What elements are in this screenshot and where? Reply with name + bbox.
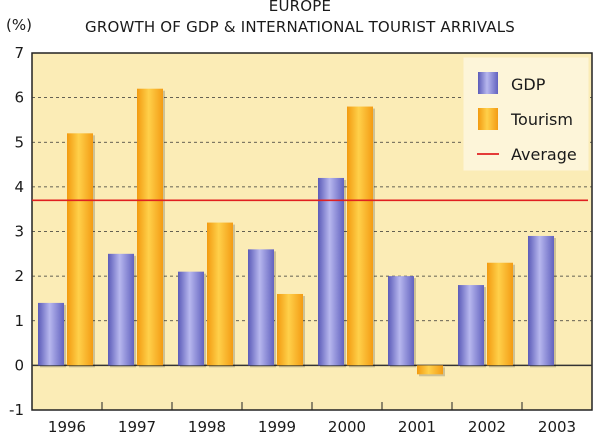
y-tick-label: 1 xyxy=(14,312,24,330)
legend-gdp-label: GDP xyxy=(511,75,546,94)
x-tick-label-2000: 2000 xyxy=(328,418,366,434)
y-tick-label: 0 xyxy=(14,356,24,374)
tourism-bar-2002 xyxy=(487,262,513,366)
tourism-bar-1999 xyxy=(277,293,303,366)
y-tick-label: 5 xyxy=(14,133,24,151)
gdp-bar-2003 xyxy=(528,235,554,366)
gdp-bar-2001 xyxy=(388,276,414,366)
legend-average-label: Average xyxy=(511,145,577,164)
y-tick-labels: -1 0 1 2 3 4 5 6 7 xyxy=(9,44,24,419)
y-tick-label: -1 xyxy=(9,401,24,419)
legend-gdp-swatch xyxy=(478,72,498,94)
x-tick-label-1997: 1997 xyxy=(118,418,156,434)
legend-tourism-label: Tourism xyxy=(510,110,573,129)
chart-subtitle: GROWTH OF GDP & INTERNATIONAL TOURIST AR… xyxy=(85,18,515,36)
legend-tourism-swatch xyxy=(478,108,498,130)
y-tick-label: 4 xyxy=(14,178,24,196)
x-tick-label-2003: 2003 xyxy=(538,418,576,434)
gdp-bar-1997 xyxy=(108,253,134,366)
tourism-bar-2001 xyxy=(417,365,443,375)
tourism-bar-2000 xyxy=(347,106,373,366)
tourism-bar-1997 xyxy=(137,88,163,366)
y-tick-label: 2 xyxy=(14,267,24,285)
bars xyxy=(32,88,588,377)
x-tick-label-1996: 1996 xyxy=(48,418,86,434)
gdp-bar-1996 xyxy=(38,302,64,366)
y-tick-label: 3 xyxy=(14,223,24,241)
tourism-bar-1996 xyxy=(67,133,93,366)
gdp-bar-2000 xyxy=(318,177,344,366)
gdp-bar-2002 xyxy=(458,285,484,366)
x-tick-label-1998: 1998 xyxy=(188,418,226,434)
x-tick-label-2001: 2001 xyxy=(398,418,436,434)
gdp-bar-1998 xyxy=(178,271,204,366)
tourism-bar-1998 xyxy=(207,222,233,366)
x-tick-label-1999: 1999 xyxy=(258,418,296,434)
gdp-bar-1999 xyxy=(248,249,274,366)
x-tick-label-2002: 2002 xyxy=(468,418,506,434)
y-axis-label: (%) xyxy=(6,16,32,34)
legend: GDP Tourism Average xyxy=(463,57,589,171)
x-tick-labels: 1996 1997 1998 1999 2000 2001 2002 2003 xyxy=(48,402,576,434)
y-tick-label: 7 xyxy=(14,44,24,62)
chart-title: EUROPE xyxy=(268,0,332,15)
y-tick-label: 6 xyxy=(14,89,24,107)
